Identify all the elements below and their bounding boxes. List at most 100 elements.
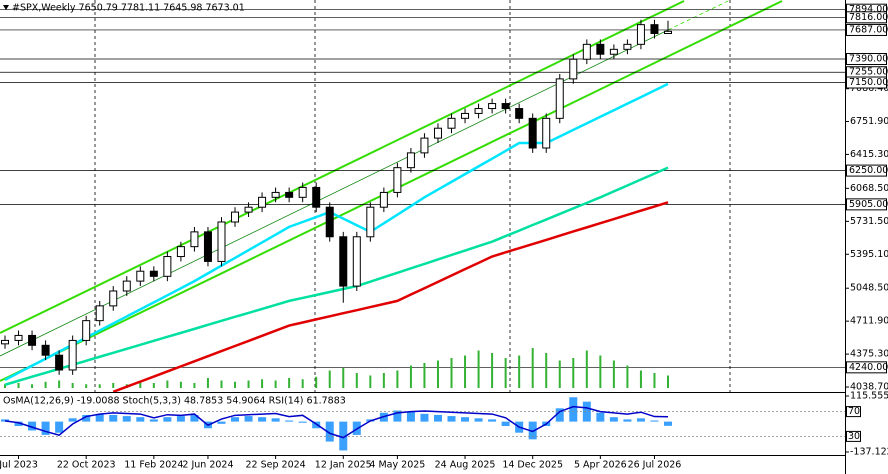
osma-bar: [41, 421, 50, 435]
osma-bar: [664, 421, 672, 426]
candle-body: [596, 43, 605, 55]
y-tick-label: 4711.90: [850, 316, 888, 327]
volume-bar: [626, 365, 629, 388]
level-label: 7255.00: [849, 67, 888, 78]
level-label: 4240.00: [849, 362, 888, 373]
osma-bar: [528, 421, 537, 440]
volume-bar: [639, 370, 642, 388]
osma-bar: [609, 417, 618, 422]
y-tick-label: 4375.30: [850, 349, 888, 360]
volume-bar: [166, 380, 169, 388]
osma-bar: [555, 408, 564, 422]
volume-bar: [572, 358, 575, 388]
candle-body: [217, 221, 226, 262]
osma-bar: [488, 419, 497, 422]
x-tick-label: 22 Oct 2023: [57, 460, 116, 471]
candle-body: [149, 270, 158, 277]
volume-bar: [44, 381, 47, 388]
volume-bar: [342, 368, 345, 388]
osma-bar: [258, 417, 267, 422]
level-label-box: [846, 11, 887, 24]
volume-bar: [98, 384, 101, 388]
y-tick-label: 6751.90: [850, 116, 888, 127]
rsi-level-box: [846, 430, 861, 442]
y-tick-label: 7086.40: [850, 83, 888, 94]
volume-bar: [193, 383, 196, 388]
osma-bar: [217, 421, 226, 424]
osma-bar: [325, 421, 334, 442]
candle-body: [555, 78, 564, 119]
osma-tick-label: 115.5551: [850, 391, 888, 402]
volume-bar: [464, 355, 467, 388]
volume-bar: [409, 365, 412, 388]
osma-bar: [122, 416, 131, 422]
indicator-title: OsMA(12,26,9) -19.0088 Stoch(5,3,3) 48.7…: [3, 396, 346, 407]
candle-body: [352, 236, 361, 287]
candle-body: [420, 137, 429, 154]
volume-bar: [450, 358, 453, 388]
osma-bar: [136, 417, 145, 422]
y-tick-label: 6415.30: [850, 149, 888, 160]
volume-bar: [667, 375, 669, 388]
volume-bar: [382, 373, 385, 388]
candle-body: [176, 246, 185, 258]
osma-bar: [433, 414, 442, 422]
indicator-panel: [0, 397, 845, 451]
osma-bar: [636, 418, 645, 422]
x-tick-label: 26 Jul 2026: [628, 460, 682, 471]
osma-bar: [55, 421, 64, 433]
osma-bar: [569, 397, 578, 422]
candle-body: [515, 108, 524, 119]
rsi-line: [4, 405, 669, 439]
level-label-box: [846, 198, 887, 211]
osma-bar: [420, 413, 429, 422]
volume-bar: [355, 373, 358, 388]
osma-bar: [28, 421, 37, 431]
candle-body: [542, 117, 551, 149]
y-tick-label: 5048.50: [850, 283, 888, 294]
candle-body: [258, 196, 267, 208]
candle-body: [14, 334, 23, 341]
candle-body: [122, 280, 131, 292]
osma-bar: [95, 413, 104, 422]
x-tick-label: 14 Dec 2025: [502, 460, 563, 471]
volume-bar: [152, 383, 155, 388]
osma-bar: [14, 421, 23, 427]
volume-bar: [653, 373, 656, 388]
candle-body: [433, 127, 442, 139]
candle-body: [528, 117, 537, 149]
volume-bar: [179, 381, 182, 388]
volume-bar: [599, 355, 602, 388]
candle-body: [582, 43, 591, 60]
volume-bar: [531, 348, 534, 388]
volume-bar: [288, 378, 291, 388]
channel-lower: [0, 0, 783, 382]
candle-body: [339, 236, 348, 287]
level-label-box: [846, 361, 887, 374]
volume-bar: [261, 379, 264, 388]
volume-bar: [85, 384, 88, 388]
volume-bar: [315, 376, 318, 388]
rsi-level-label: 30: [848, 431, 860, 442]
volume-bar: [504, 358, 507, 388]
level-label: 5905.00: [849, 199, 888, 210]
candle-body: [650, 24, 659, 34]
osma-bar: [650, 420, 659, 422]
candle-body: [55, 354, 64, 371]
volume-bar: [423, 363, 426, 388]
osma-bar: [501, 421, 510, 427]
candle-body: [488, 103, 497, 110]
osma-bar: [68, 418, 77, 422]
moving-average: [4, 82, 669, 381]
level-label: 7816.00: [849, 12, 888, 23]
candle-body: [447, 117, 456, 129]
osma-bar: [339, 421, 348, 451]
candle-body: [298, 186, 307, 198]
level-label-box: [846, 76, 887, 89]
volume-bar: [545, 353, 548, 388]
x-tick-label: 11 Feb 2024: [124, 460, 183, 471]
volume-bar: [234, 381, 237, 388]
volume-bar: [612, 360, 615, 388]
volume-bar: [139, 381, 142, 388]
